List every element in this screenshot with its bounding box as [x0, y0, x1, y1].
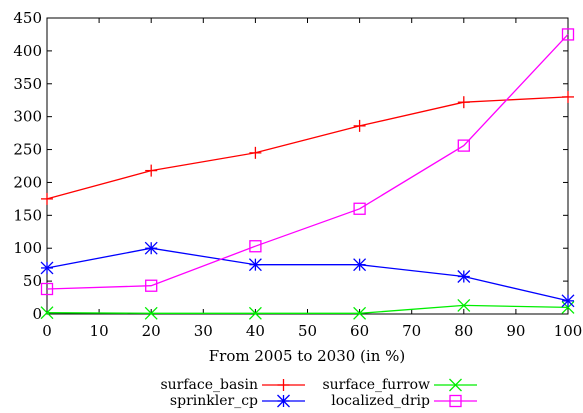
data-point — [144, 306, 158, 320]
x-tick-label: 20 — [142, 322, 161, 340]
x-tick-label: 70 — [402, 322, 421, 340]
legend: surface_basin surface_furrow sprinkler_cp l… — [160, 377, 477, 409]
y-tick-label: 150 — [13, 206, 42, 224]
x-tick-label: 10 — [90, 322, 109, 340]
data-point — [562, 90, 574, 103]
data-point — [145, 164, 158, 177]
data-point — [457, 270, 471, 283]
legend-item-surface-basin: surface_basin — [160, 377, 305, 393]
data-point — [353, 306, 367, 320]
series-layer — [40, 28, 575, 320]
data-point — [457, 96, 470, 109]
series-sprinkler-cp — [40, 241, 575, 308]
x-axis-title: From 2005 to 2030 (in %) — [209, 347, 406, 365]
series-line — [46, 96, 569, 200]
data-point — [248, 306, 262, 320]
y-tick-label: 100 — [13, 239, 42, 257]
y-tick-label: 200 — [13, 173, 42, 191]
data-point — [561, 28, 575, 41]
x-tick-label: 80 — [454, 322, 473, 340]
legend-label: localized_drip — [331, 393, 430, 409]
y-tick-label: 450 — [13, 9, 42, 27]
data-point — [144, 241, 158, 255]
y-tick-label: 350 — [13, 75, 42, 93]
legend-item-surface-furrow: surface_furrow — [322, 377, 477, 393]
x-tick-label: 40 — [246, 322, 265, 340]
x-axis: 0 10 20 30 40 50 60 70 80 90 100 — [42, 18, 582, 340]
data-point — [561, 300, 575, 314]
y-tick-label: 250 — [13, 141, 42, 159]
data-point — [457, 298, 471, 312]
data-point — [249, 240, 262, 253]
legend-marker — [449, 378, 462, 392]
legend-label: surface_basin — [160, 377, 258, 393]
data-point — [353, 119, 366, 132]
legend-label: surface_furrow — [322, 377, 430, 393]
y-tick-label: 0 — [32, 305, 42, 323]
data-point — [145, 279, 158, 292]
plot-frame — [46, 17, 569, 315]
data-point — [248, 258, 262, 272]
data-point — [457, 139, 470, 152]
data-point — [353, 202, 366, 215]
series-line — [46, 33, 569, 290]
y-tick-label: 400 — [13, 42, 42, 60]
data-point — [40, 306, 54, 320]
legend-item-sprinkler-cp: sprinkler_cp — [170, 393, 305, 409]
series-surface-basin — [41, 90, 574, 205]
x-tick-label: 50 — [298, 322, 317, 340]
x-tick-label: 30 — [194, 322, 213, 340]
legend-marker — [449, 394, 462, 408]
data-point — [41, 192, 53, 205]
y-tick-label: 300 — [13, 108, 42, 126]
legend-item-localized-drip: localized_drip — [331, 393, 477, 409]
x-tick-label: 0 — [42, 322, 52, 340]
y-axis: 0 50 100 150 200 250 300 350 400 450 — [13, 9, 568, 323]
legend-marker — [277, 394, 290, 408]
data-point — [561, 294, 575, 308]
data-point — [40, 282, 54, 296]
x-tick-label: 60 — [350, 322, 369, 340]
y-tick-label: 50 — [23, 272, 42, 290]
data-point — [40, 261, 54, 275]
data-point — [249, 146, 262, 159]
legend-label: sprinkler_cp — [170, 393, 258, 409]
x-tick-label: 90 — [506, 322, 525, 340]
legend-marker — [277, 379, 290, 391]
series-line — [46, 304, 569, 314]
series-surface-furrow — [40, 298, 575, 320]
data-point — [353, 258, 367, 272]
series-line — [46, 247, 569, 302]
x-tick-label: 100 — [554, 322, 583, 340]
series-localized-drip — [40, 28, 575, 296]
